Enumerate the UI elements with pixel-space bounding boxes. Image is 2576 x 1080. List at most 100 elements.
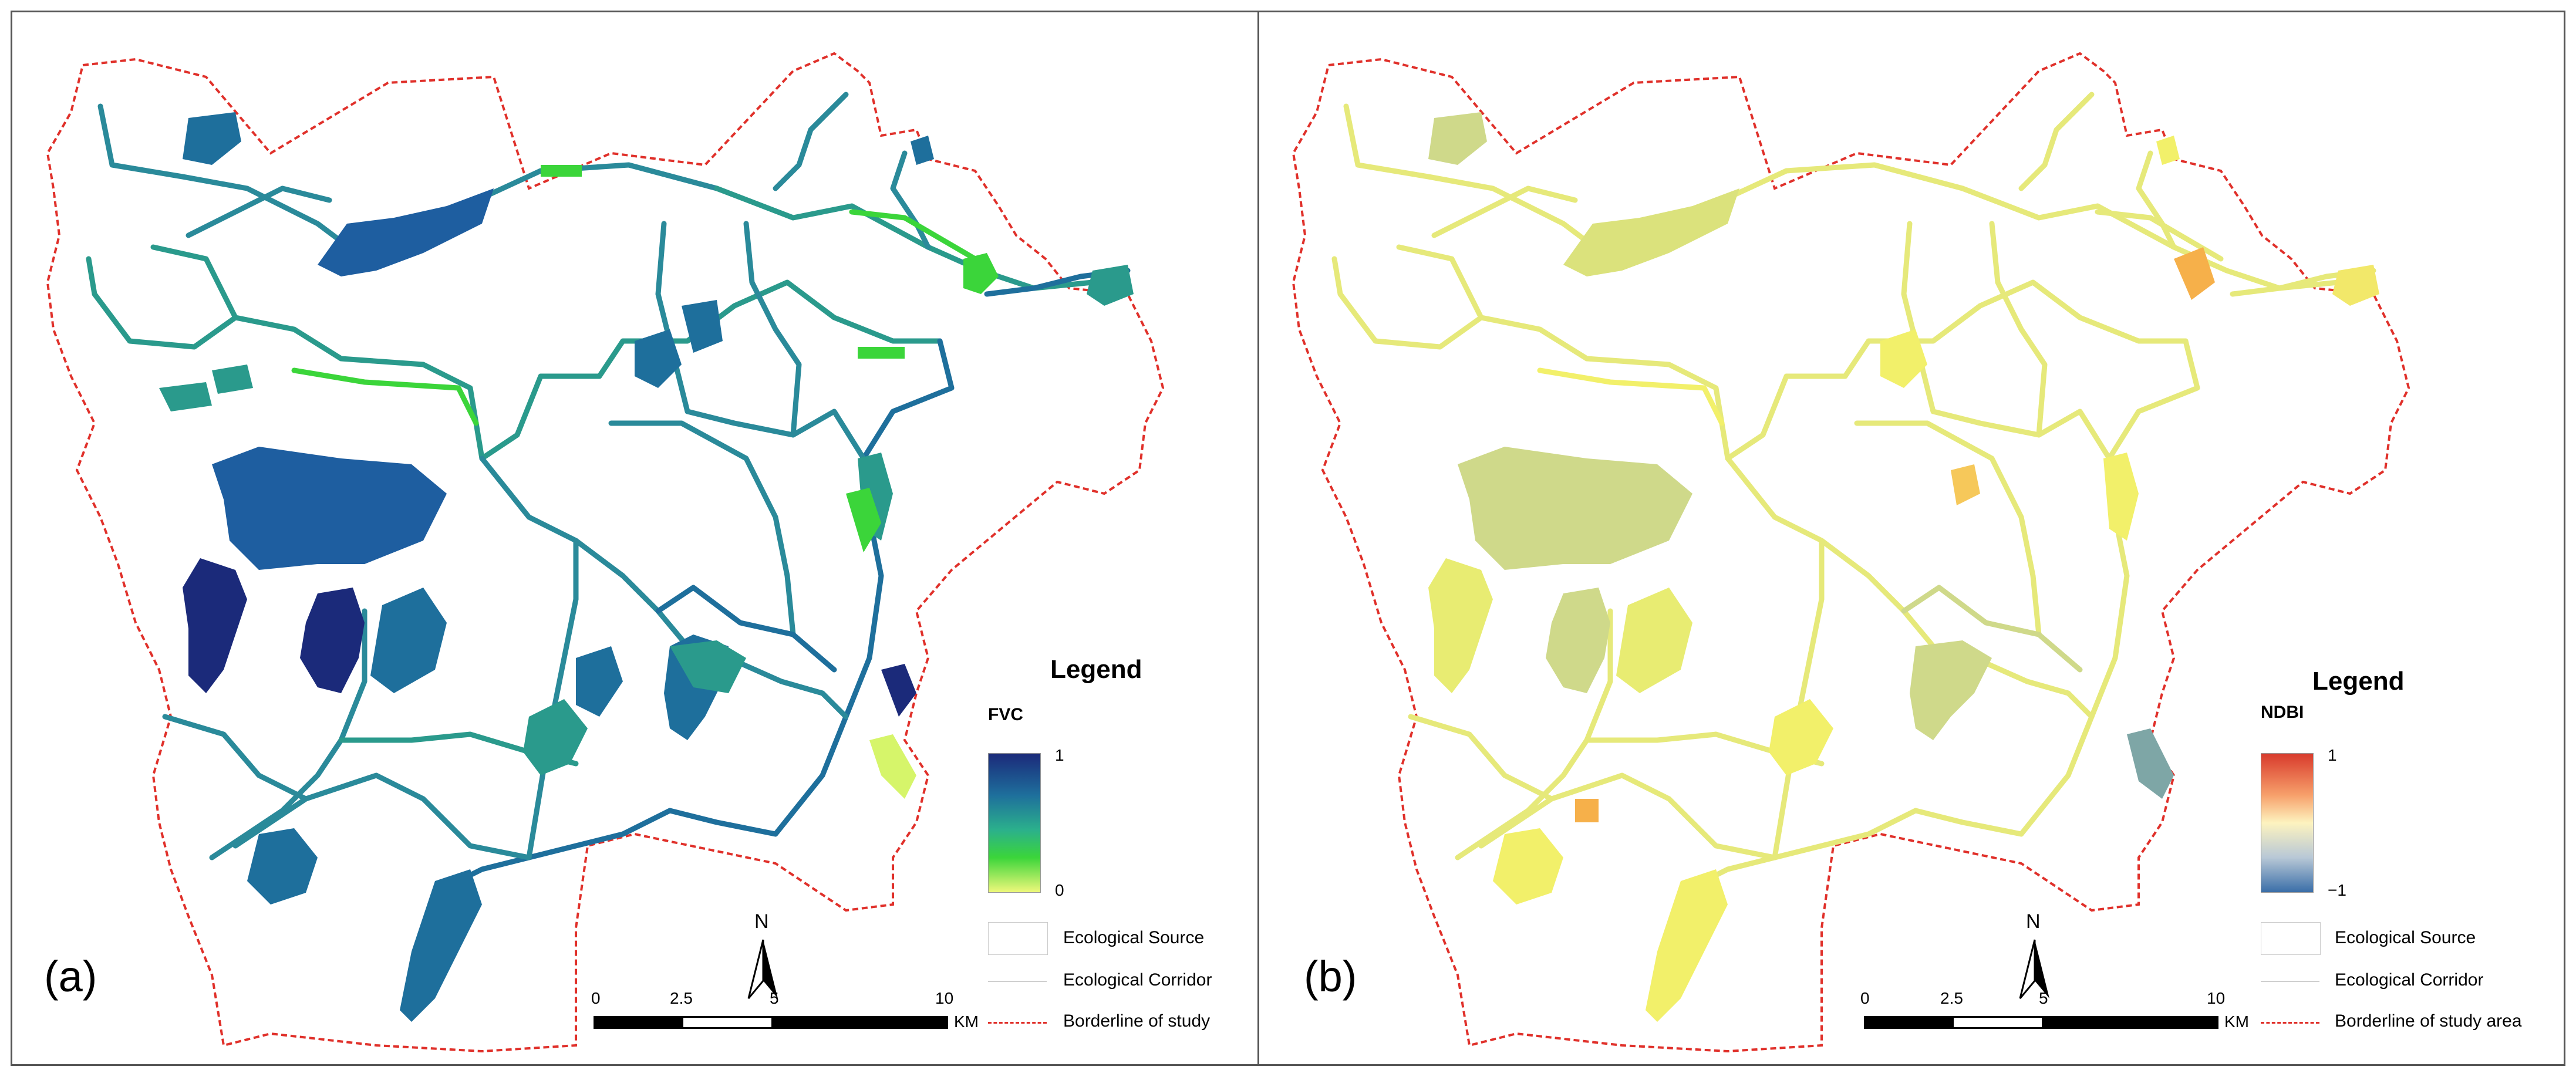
ecological-corridor <box>479 279 943 461</box>
legend-title: Legend <box>1050 655 1142 684</box>
legend-boundary-label: Borderline of study area <box>2335 1011 2522 1031</box>
fvc-ramp-title: FVC <box>988 705 1023 724</box>
ecological-corridor <box>2095 209 2224 262</box>
ecological-corridor <box>291 367 479 426</box>
ecological-source <box>159 382 212 411</box>
ndbi-ramp-min: −1 <box>2328 881 2346 899</box>
panel-label: (b) <box>1304 952 1357 1001</box>
legend-source-label: Ecological Source <box>2335 928 2476 947</box>
legend-source-swatch <box>2261 922 2321 955</box>
fvc-color-ramp <box>988 753 1041 893</box>
ecological-corridor <box>1725 455 2095 720</box>
ecological-source <box>212 447 447 570</box>
ecological-corridor <box>150 244 485 461</box>
ndbi-color-ramp <box>2261 753 2314 893</box>
scale-tick-2-5: 2.5 <box>1940 989 1963 1007</box>
map-panel-fvc: (a) Legend FVC 1 0 Ecological Source Eco… <box>11 11 1260 1066</box>
ecological-source <box>1563 188 1739 276</box>
ecological-corridor <box>2136 150 2177 250</box>
ecological-source <box>370 588 447 693</box>
ecological-source <box>670 640 746 693</box>
legend-corridor-label: Ecological Corridor <box>1063 970 1212 990</box>
ecological-source <box>2174 247 2215 300</box>
ecological-corridor <box>1331 256 1484 350</box>
ecological-source <box>1769 699 1833 775</box>
scale-tick-10: 10 <box>935 989 954 1007</box>
ecological-source <box>1546 588 1610 693</box>
ecological-corridor <box>608 420 796 637</box>
ecological-corridor <box>162 714 309 802</box>
scale-tick-5: 5 <box>770 989 779 1007</box>
ecological-source <box>1087 265 1134 306</box>
scale-unit: KM <box>2224 1013 2249 1031</box>
study-area-boundary <box>46 52 1165 1053</box>
ndbi-ramp-max: 1 <box>2328 746 2337 764</box>
scale-tick-10: 10 <box>2207 989 2226 1007</box>
ecological-source <box>1575 799 1599 822</box>
legend-boundary-label: Borderline of study <box>1063 1011 1211 1031</box>
legend-corridor-line <box>2261 981 2319 982</box>
fvc-map <box>46 52 1165 1053</box>
legend-title: Legend <box>2312 667 2405 696</box>
ecological-corridor <box>526 538 579 860</box>
ecological-source <box>2103 453 2139 541</box>
ecological-source <box>1646 869 1728 1022</box>
ecological-source <box>1493 828 1563 905</box>
ecological-source <box>1880 329 1927 388</box>
ecological-source <box>963 253 999 294</box>
ecological-source <box>2127 728 2174 799</box>
ecological-source <box>400 869 482 1022</box>
ecological-corridor <box>773 92 849 191</box>
scale-unit: KM <box>954 1013 979 1031</box>
map-panel-ndbi: (b) Legend NDBI 1 −1 Ecological Source E… <box>1257 11 2565 1066</box>
ecological-source <box>523 699 588 775</box>
ecological-corridor <box>1901 585 2083 673</box>
ecological-sources <box>1428 112 2379 1022</box>
ecological-source <box>846 488 881 552</box>
ecological-source <box>1428 558 1493 693</box>
ecological-source <box>318 188 494 276</box>
ecological-corridor <box>1725 279 2189 461</box>
legend-boundary-line <box>2261 1022 2319 1024</box>
ecological-corridor <box>1854 420 2042 637</box>
ndbi-ramp-title: NDBI <box>2261 703 2304 722</box>
ecological-corridor <box>479 455 849 720</box>
scale-tick-0: 0 <box>1860 989 1870 1007</box>
north-arrow-icon <box>747 939 778 999</box>
ecological-source <box>635 329 682 388</box>
scale-tick-2-5: 2.5 <box>670 989 693 1007</box>
ecological-source <box>2332 265 2379 306</box>
ecological-corridor <box>743 221 802 438</box>
ecological-corridor <box>1455 608 1613 860</box>
ecological-source <box>1616 588 1692 693</box>
ecological-corridor <box>420 772 825 931</box>
ecological-source <box>183 112 241 165</box>
ecological-source <box>247 828 318 905</box>
ecological-corridor <box>1396 244 1731 461</box>
ecological-corridor <box>655 221 866 461</box>
ecological-source <box>300 588 365 693</box>
ecological-sources <box>159 112 1134 1022</box>
ecological-corridor <box>890 150 931 250</box>
ecological-source <box>1458 447 1692 570</box>
ecological-corridor <box>1431 185 1578 238</box>
ecological-corridor <box>1478 772 1778 860</box>
ndbi-map <box>1292 52 2410 1053</box>
ecological-source <box>1428 112 1487 165</box>
study-area-boundary <box>1292 52 2410 1053</box>
ecological-corridor <box>1666 772 2071 931</box>
scale-bar <box>1864 1016 2218 1029</box>
ecological-corridor <box>2018 92 2095 191</box>
ecological-corridor <box>655 585 837 673</box>
ecological-corridor <box>1408 714 1555 802</box>
ecological-source <box>212 365 253 394</box>
legend-source-swatch <box>988 922 1048 955</box>
scale-bar <box>594 1016 948 1029</box>
legend-corridor-label: Ecological Corridor <box>2335 970 2484 990</box>
legend-corridor-line <box>988 981 1047 982</box>
ecological-source <box>682 300 723 353</box>
ecological-source <box>541 165 582 177</box>
ecological-corridor <box>849 209 978 262</box>
scale-tick-5: 5 <box>2039 989 2048 1007</box>
fvc-ramp-min: 0 <box>1055 881 1064 899</box>
